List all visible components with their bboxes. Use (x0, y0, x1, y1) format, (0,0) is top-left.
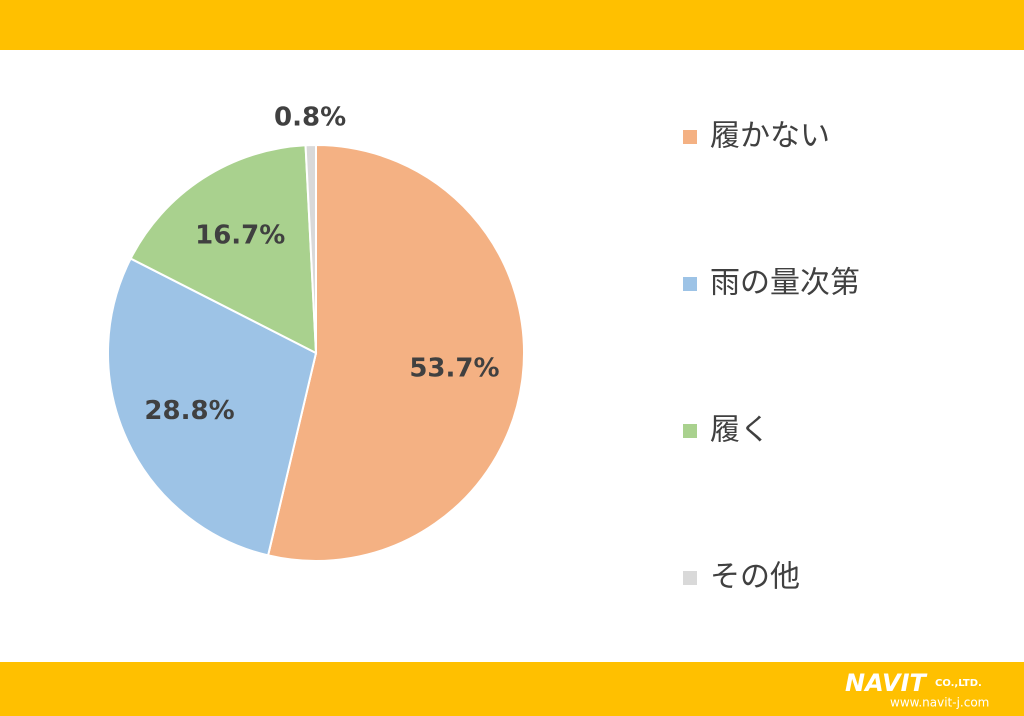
url: www.navit-j.com (890, 696, 989, 710)
header-bar (0, 0, 1024, 50)
footer-bar (0, 662, 1024, 716)
data-label: 0.8% (274, 103, 346, 133)
pie-slice (266, 143, 525, 562)
legend-swatch (683, 130, 697, 144)
legend-label: 履かない (710, 119, 830, 154)
data-label: 16.7% (195, 221, 285, 251)
legend-label: その他 (710, 560, 800, 595)
pie: 53.7% 28.8% 16.7% 0.8% (107, 103, 525, 562)
logo: NAVIT (845, 669, 928, 697)
data-label: 28.8% (144, 396, 234, 426)
legend-label: 履く (710, 413, 770, 448)
legend-swatch (683, 424, 697, 438)
data-label: 53.7% (409, 354, 499, 384)
company: CO.,LTD. (935, 678, 982, 689)
legend-swatch (683, 571, 697, 585)
pie-slice (107, 257, 318, 557)
pie-slice (129, 144, 318, 355)
legend-swatch (683, 277, 697, 291)
pie-slice (304, 143, 317, 354)
legend-label: 雨の量次第 (710, 266, 860, 301)
